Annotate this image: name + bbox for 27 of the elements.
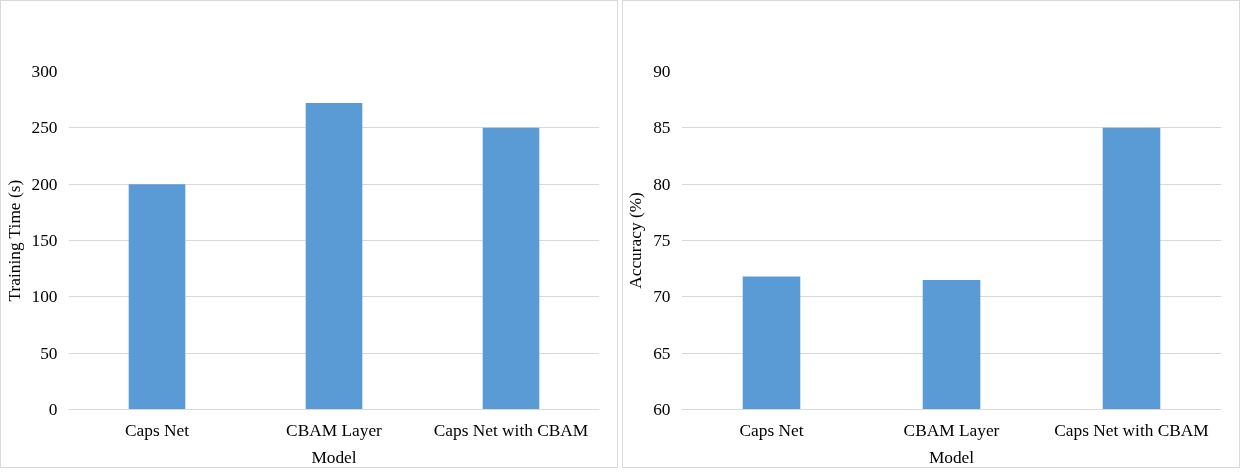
x-tick-label: CBAM Layer [286, 420, 383, 440]
y-tick-label: 50 [40, 343, 58, 363]
y-axis-title: Training Time (s) [4, 179, 24, 302]
y-tick-label: 60 [653, 400, 671, 419]
bar [305, 103, 363, 410]
y-tick-label: 0 [48, 400, 58, 419]
y-tick-label: 90 [653, 62, 671, 81]
bar [482, 127, 540, 410]
x-axis-title: Model [928, 447, 975, 467]
x-tick-label: Caps Net with CBAM [433, 420, 589, 440]
y-tick-label: 150 [31, 231, 58, 250]
y-tick-label: 100 [31, 287, 58, 307]
x-tick-label: Caps Net with CBAM [1054, 420, 1209, 440]
y-tick-label: 80 [653, 174, 671, 194]
y-tick-label: 200 [31, 174, 58, 194]
y-tick-label: 75 [653, 231, 671, 250]
bar [128, 184, 186, 410]
y-axis-title: Accuracy (%) [626, 191, 646, 289]
y-tick-label: 85 [653, 118, 671, 138]
x-tick-label: Caps Net [125, 420, 190, 440]
x-tick-label: CBAM Layer [903, 420, 1000, 440]
y-tick-label: 70 [653, 287, 671, 307]
x-tick-label: Caps Net [739, 420, 804, 440]
y-tick-label: 65 [653, 343, 671, 363]
y-tick-label: 250 [31, 118, 58, 138]
x-axis-title: Model [311, 447, 357, 467]
y-tick-label: 300 [31, 62, 58, 81]
